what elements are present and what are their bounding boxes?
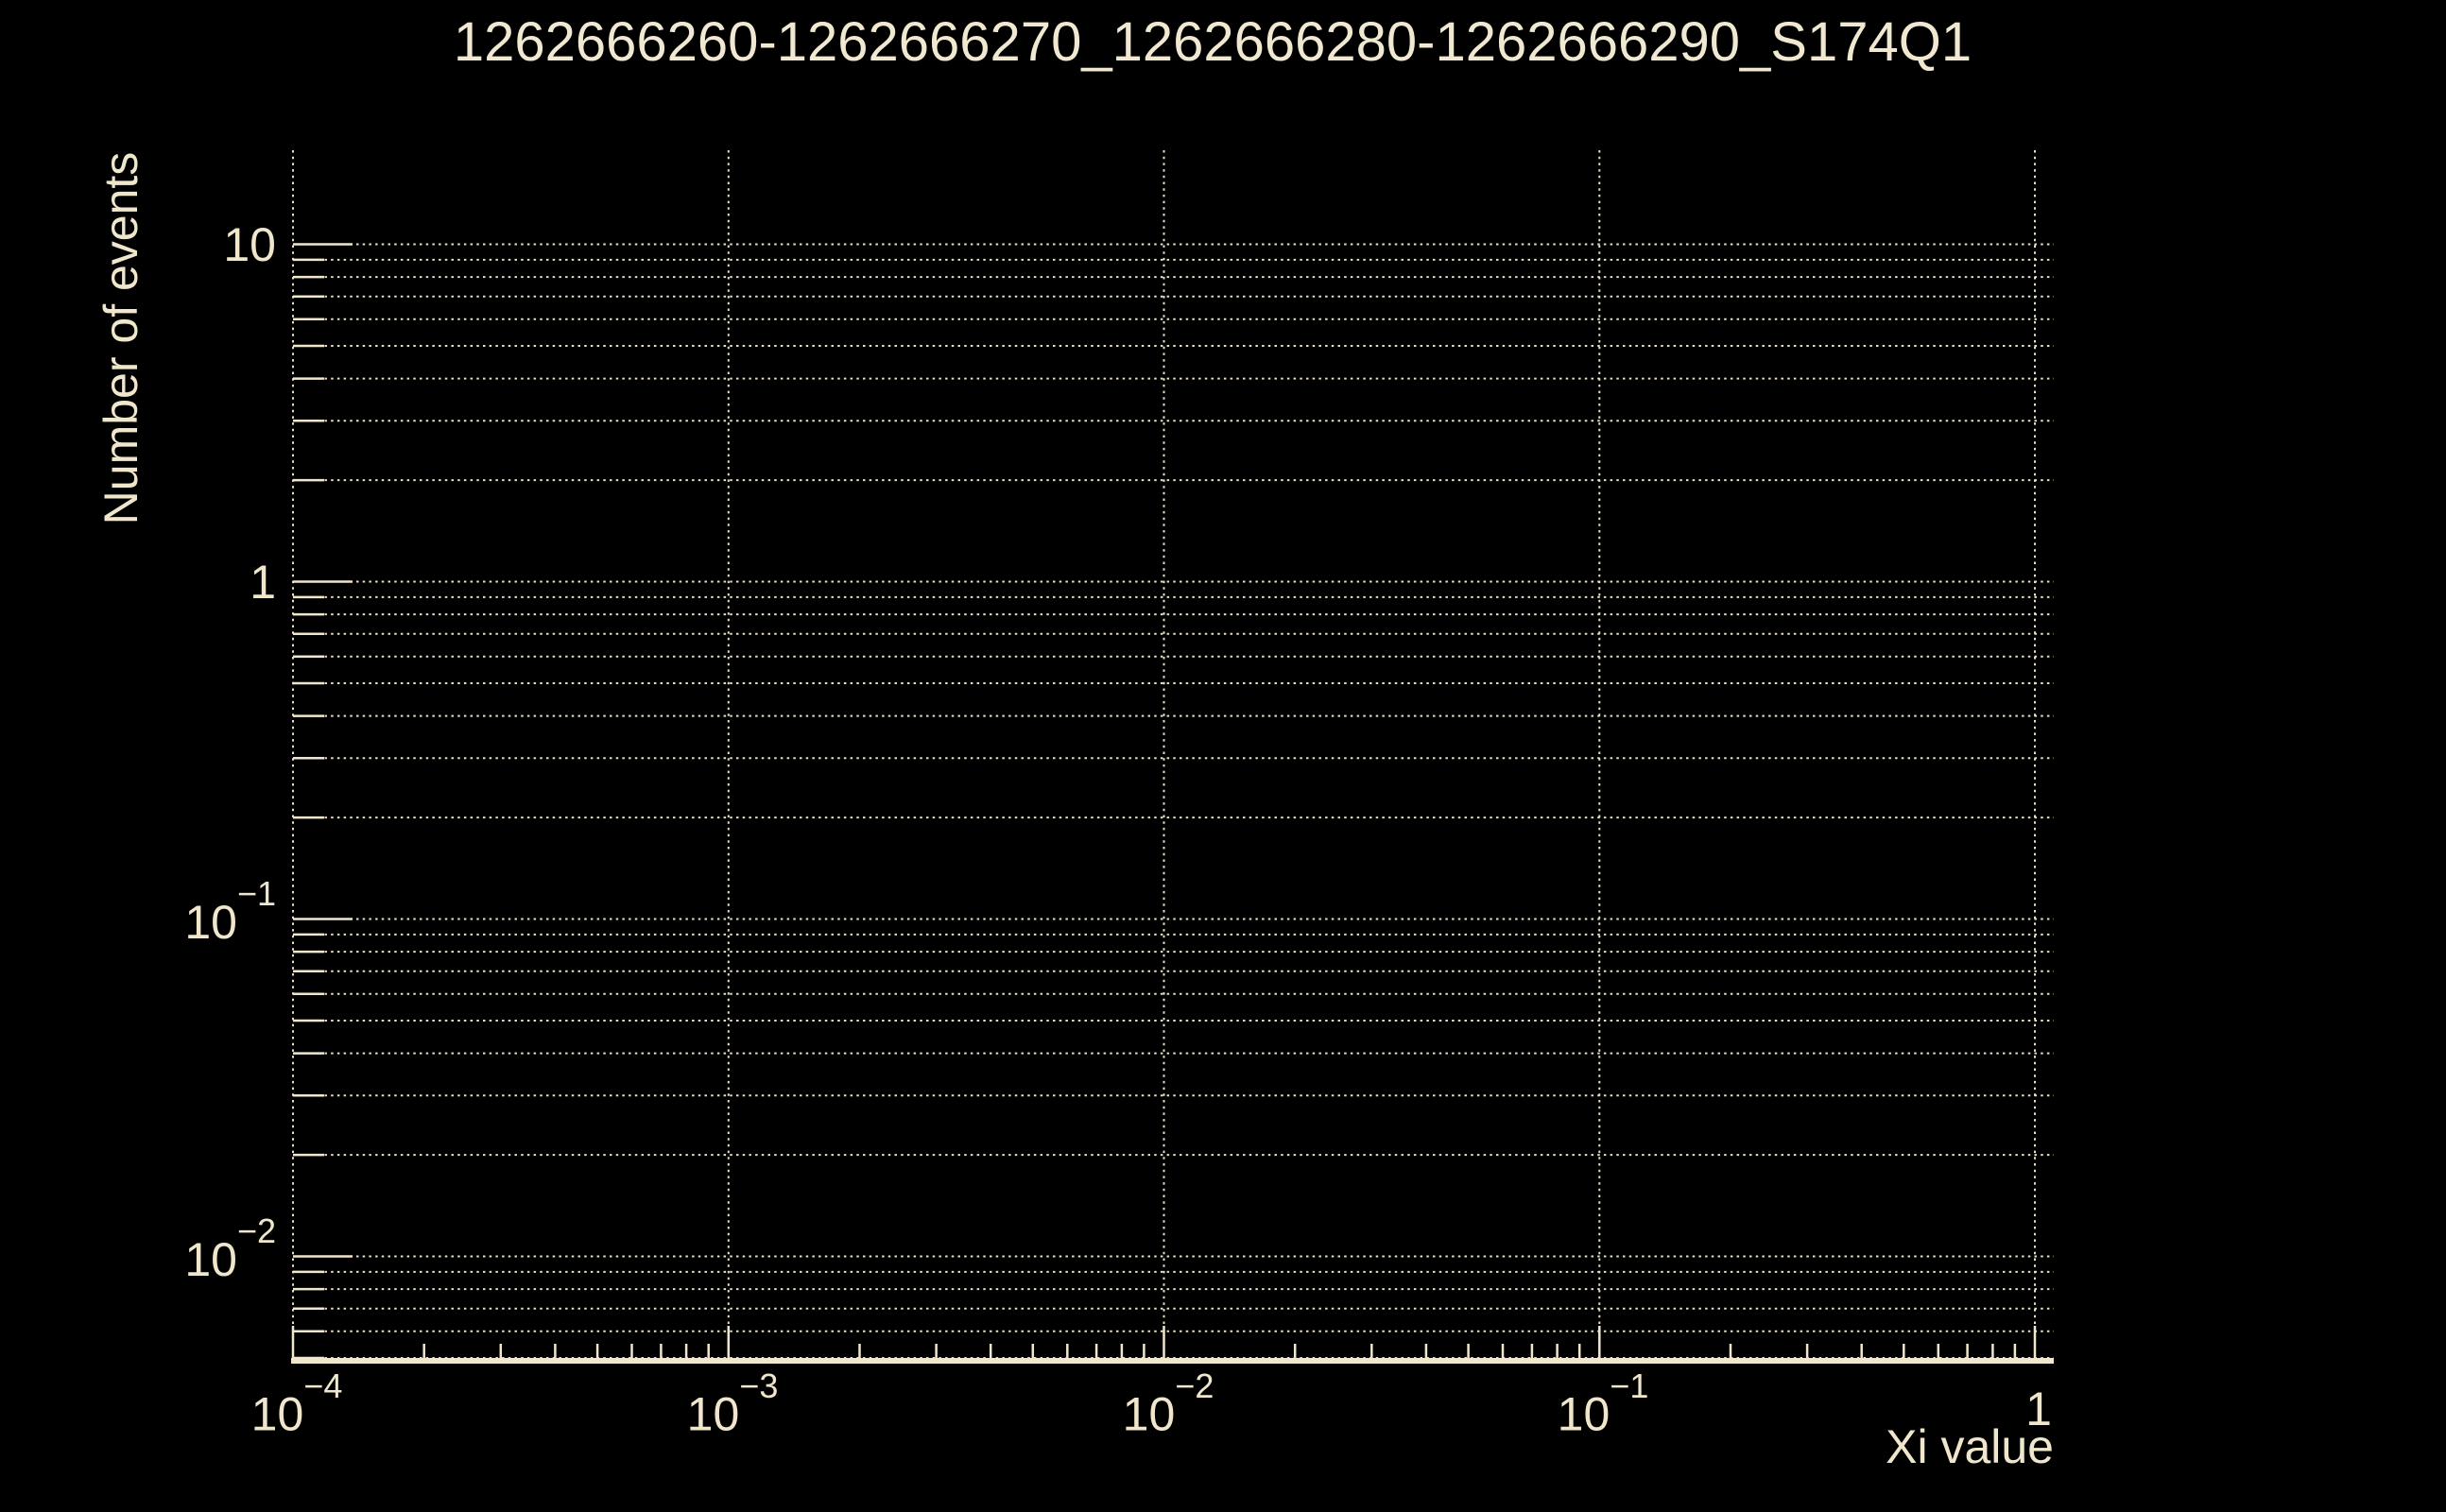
exponent: −1 [236,873,276,913]
y-tick-label: 10−1 [184,873,276,949]
x-tick-label: 10−2 [1122,1366,1214,1441]
x-tick-label: 10−1 [1557,1366,1649,1441]
y-tick-label: 10 [223,218,276,271]
x-tick-label: 1 [2025,1383,2052,1435]
exponent: −4 [303,1366,343,1405]
y-tick-label: 10−2 [184,1211,276,1286]
y-tick-label: 1 [250,556,276,609]
x-tick-label: 10−3 [686,1366,779,1441]
x-tick-label: 10−4 [250,1366,343,1441]
exponent: −2 [236,1211,276,1250]
x-axis-title: Xi value [1886,1420,2054,1473]
exponent: −1 [1610,1366,1649,1405]
exponent: −3 [739,1366,779,1405]
chart-title: 1262666260-1262666270_1262666280-1262666… [453,11,1972,73]
exponent: −2 [1175,1366,1214,1405]
